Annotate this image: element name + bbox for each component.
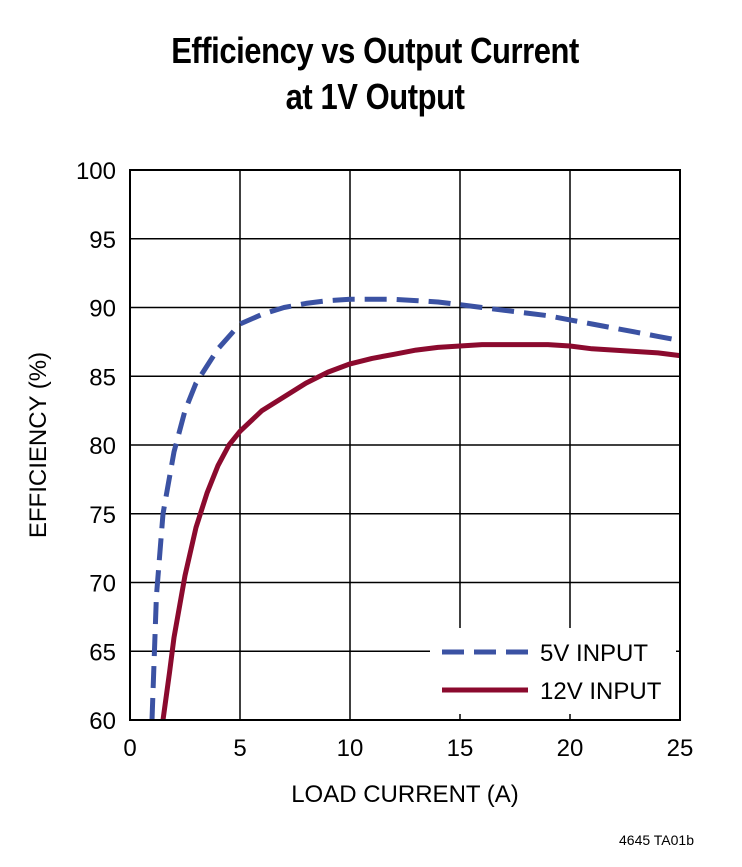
y-tick-label: 100 [76, 158, 116, 185]
legend-label: 5V INPUT [540, 640, 648, 667]
x-tick-label: 20 [557, 735, 584, 762]
plot-frame [129, 169, 681, 721]
figure-code: 4645 TA01b [619, 832, 694, 848]
legend-label: 12V INPUT [540, 678, 662, 705]
x-tick-label: 15 [447, 735, 474, 762]
x-tick-labels: 0 5 10 15 20 25 [123, 735, 693, 762]
chart-title-line-2: at 1V Output [285, 76, 465, 117]
x-tick-label: 10 [337, 735, 364, 762]
y-axis-label: EFFICIENCY (%) [25, 352, 52, 538]
y-tick-label: 65 [89, 639, 116, 666]
y-tick-label: 60 [89, 708, 116, 735]
x-tick-label: 5 [233, 735, 246, 762]
y-tick-label: 95 [89, 227, 116, 254]
legend: 5V INPUT 12V INPUT [430, 628, 676, 714]
y-tick-label: 70 [89, 571, 116, 598]
series-line-2 [160, 342, 681, 721]
y-tick-label: 80 [89, 433, 116, 460]
legend-background [430, 628, 676, 714]
series-line-1 [149, 296, 681, 721]
y-tick-labels: 60 65 70 75 80 85 90 95 100 [76, 158, 116, 735]
x-axis-label: LOAD CURRENT (A) [291, 781, 519, 808]
chart-title-line-1: Efficiency vs Output Current [171, 30, 579, 71]
x-tick-label: 0 [123, 735, 136, 762]
x-tick-label: 25 [667, 735, 694, 762]
y-tick-label: 85 [89, 364, 116, 391]
y-tick-label: 90 [89, 296, 116, 323]
data-curves [149, 296, 681, 721]
y-tick-label: 75 [89, 502, 116, 529]
